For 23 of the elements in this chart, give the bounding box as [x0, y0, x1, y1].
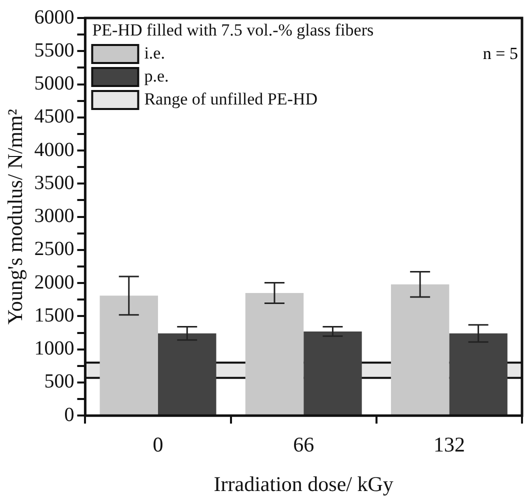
y-tick-label: 1000: [34, 338, 74, 360]
y-tick-label: 5500: [34, 39, 74, 62]
y-tick-label: 0: [64, 404, 74, 426]
y-tick-label: 6000: [34, 6, 74, 28]
y-tick-label: 2000: [34, 271, 74, 294]
x-axis-title: Irradiation dose/ kGy: [214, 472, 394, 496]
x-tick-label: 132: [433, 432, 465, 457]
y-tick-label: 2500: [34, 238, 74, 260]
y-tick-label: 3500: [34, 172, 74, 194]
legend-label: Range of unfilled PE-HD: [144, 89, 318, 108]
y-axis-title: Young's modulus/ N/mm²: [3, 108, 28, 325]
y-tick-label: 500: [44, 370, 74, 393]
annotation: n = 5: [482, 44, 518, 64]
y-tick-label: 4000: [34, 138, 74, 161]
x-tick-label: 66: [293, 432, 314, 457]
y-tick-label: 4500: [34, 106, 74, 128]
y-tick-label: 1500: [34, 304, 74, 326]
legend-label: p.e.: [144, 66, 169, 86]
y-tick-label: 3000: [34, 205, 74, 228]
x-tick-label: 0: [152, 432, 164, 457]
y-tick-label: 5000: [34, 72, 74, 95]
legend-title: PE-HD filled with 7.5 vol.-% glass fibers: [92, 20, 374, 40]
legend-label: i.e.: [144, 43, 165, 62]
